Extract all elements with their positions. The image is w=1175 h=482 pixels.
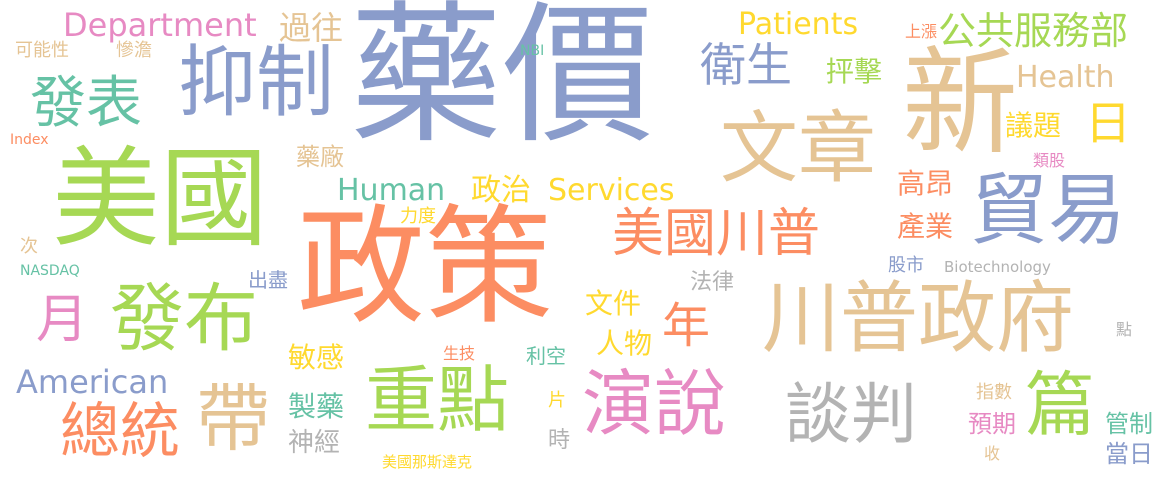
w-zhongdian: 重點 — [365, 358, 510, 442]
w-lidu: 力度 — [400, 206, 436, 227]
w-yizhi: 抑制 — [178, 38, 335, 128]
w-chujin: 出盡 — [248, 268, 288, 292]
w-department: Department — [63, 6, 257, 44]
w-zhishu: 指數 — [976, 382, 1012, 403]
w-meiguo-chuanpu: 美國川普 — [612, 204, 821, 264]
w-zhengzhi: 政治 — [471, 173, 531, 208]
w-meiguo: 美國 — [52, 137, 269, 262]
w-chanye: 產業 — [897, 210, 954, 243]
w-keneng: 可能性 — [15, 40, 69, 61]
w-gaoang: 高昂 — [897, 167, 954, 200]
w-fabu: 發布 — [110, 276, 258, 362]
w-shenjing: 神經 — [288, 428, 341, 458]
w-shangzhang: 上漲 — [905, 22, 938, 41]
w-gushi: 股市 — [888, 255, 924, 276]
w-yuqi: 預期 — [968, 410, 1016, 438]
w-nasdaq-zh: 美國那斯達克 — [382, 453, 473, 471]
w-zhiyao: 製藥 — [288, 390, 345, 423]
w-index: Index — [10, 132, 49, 148]
w-yaochang: 藥廠 — [296, 143, 344, 171]
w-nbi: NBI — [520, 43, 545, 59]
w-services: Services — [548, 173, 675, 208]
w-zhengce: 政策 — [297, 193, 554, 342]
w-dangri: 當日 — [1105, 440, 1153, 468]
w-fabiao: 發表 — [30, 71, 142, 136]
w-yiti: 議題 — [1005, 109, 1062, 142]
w-tanpan: 談判 — [785, 376, 917, 453]
w-shi: 時 — [548, 428, 571, 453]
w-biotech: Biotechnology — [944, 258, 1051, 276]
w-guowang: 過往 — [279, 9, 344, 47]
w-human: Human — [337, 173, 446, 208]
w-dai: 帶 — [196, 376, 270, 462]
w-yaojia: 藥價 — [350, 0, 654, 164]
w-wenzhang: 文章 — [720, 104, 877, 194]
w-patients: Patients — [738, 7, 859, 42]
w-nasdaq: NASDAQ — [20, 263, 80, 279]
w-ci: 次 — [20, 236, 38, 257]
w-pengji: 抨擊 — [826, 55, 883, 88]
w-mingan: 敏感 — [288, 341, 345, 374]
w-health: Health — [1016, 60, 1115, 95]
w-zongtong: 總統 — [60, 397, 180, 467]
w-guanzhi: 管制 — [1105, 410, 1153, 438]
w-weisheng: 衛生 — [700, 38, 792, 92]
w-shengji: 生技 — [443, 344, 476, 363]
w-yanshuo: 演說 — [582, 362, 727, 446]
w-maoyi: 貿易 — [970, 166, 1127, 256]
w-falv: 法律 — [690, 270, 735, 295]
w-renwu: 人物 — [596, 327, 653, 360]
w-pian2: 片 — [548, 390, 566, 411]
w-xin: 新 — [902, 36, 1018, 171]
w-gonggong: 公共服務部 — [938, 9, 1129, 53]
w-chuanpu-zhengfu: 川普政府 — [762, 274, 1075, 364]
w-wenjian: 文件 — [585, 287, 642, 320]
w-ri: 日 — [1085, 96, 1131, 150]
w-leigu: 類股 — [1033, 151, 1066, 170]
w-american: American — [16, 363, 169, 401]
w-likong: 利空 — [526, 344, 566, 368]
w-shou: 收 — [984, 444, 1001, 463]
w-pian: 篇 — [1025, 364, 1095, 446]
w-nian: 年 — [662, 298, 711, 354]
w-dian: 點 — [1116, 320, 1133, 339]
w-yue: 月 — [36, 290, 89, 350]
w-candan: 慘澹 — [116, 40, 152, 61]
